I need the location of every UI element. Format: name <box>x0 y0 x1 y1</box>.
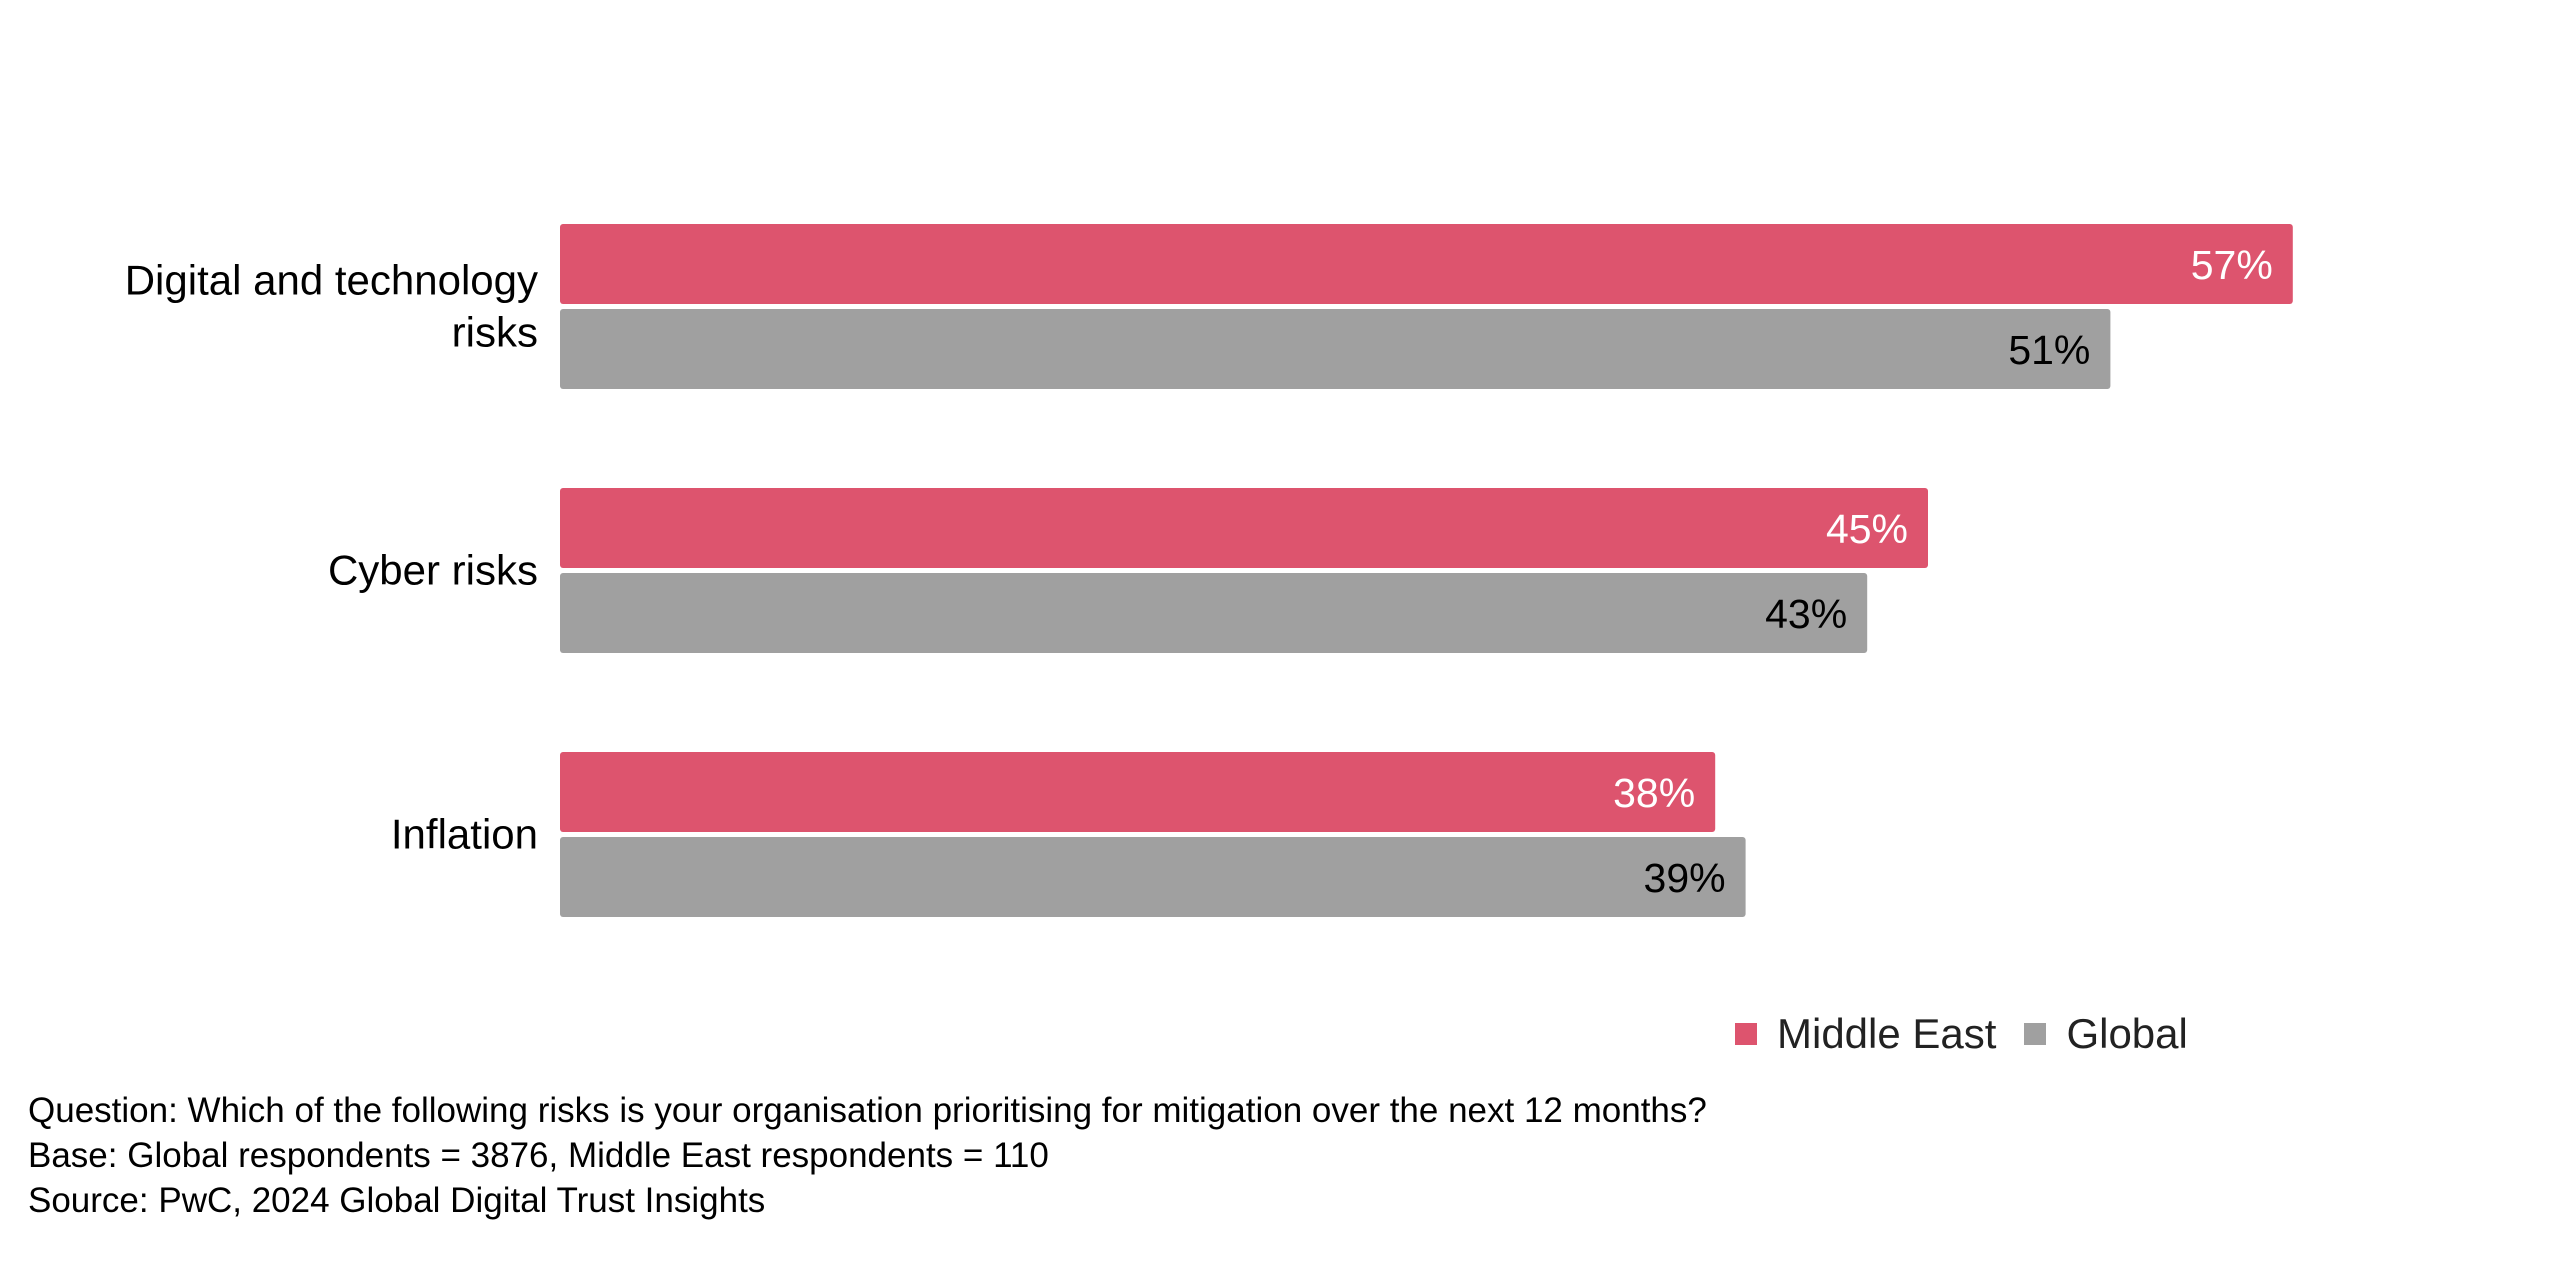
data-label-global-1: 51% <box>2008 327 2090 373</box>
base-note: Base: Global respondents = 3876, Middle … <box>28 1136 1049 1175</box>
bar-global-2 <box>560 573 1868 653</box>
legend-label-global: Global <box>2066 1010 2188 1057</box>
data-label-global-2: 43% <box>1765 591 1847 637</box>
legend-item-middle-east: Middle East <box>1735 1010 1996 1058</box>
data-label-middle-east-2: 45% <box>1826 506 1908 552</box>
bar-global-3 <box>560 837 1746 917</box>
chart-legend: Middle East Global <box>1735 1010 2216 1058</box>
data-label-middle-east-1: 57% <box>2191 242 2273 288</box>
legend-item-global: Global <box>2024 1010 2188 1058</box>
legend-swatch-global <box>2024 1023 2047 1045</box>
category-label-2: Cyber risks <box>328 547 538 594</box>
data-label-global-3: 39% <box>1644 855 1726 901</box>
source-note: Source: PwC, 2024 Global Digital Trust I… <box>28 1181 766 1220</box>
bar-chart: 57% 51% Digital and technology risks 45% 43% C… <box>125 224 2293 917</box>
bar-middle-east-3 <box>560 752 1716 832</box>
bar-middle-east-2 <box>560 488 1928 568</box>
category-label-1: Digital and technology risks <box>125 257 538 356</box>
bar-middle-east-1 <box>560 224 2293 304</box>
category-label-3: Inflation <box>391 811 538 858</box>
bar-global-1 <box>560 309 2111 389</box>
legend-label-middle-east: Middle East <box>1777 1010 1997 1057</box>
chart-notes: Question: Which of the following risks i… <box>28 1088 1707 1223</box>
question-note: Question: Which of the following risks i… <box>28 1091 1707 1130</box>
legend-swatch-middle-east <box>1735 1023 1757 1045</box>
data-label-middle-east-3: 38% <box>1613 770 1695 816</box>
